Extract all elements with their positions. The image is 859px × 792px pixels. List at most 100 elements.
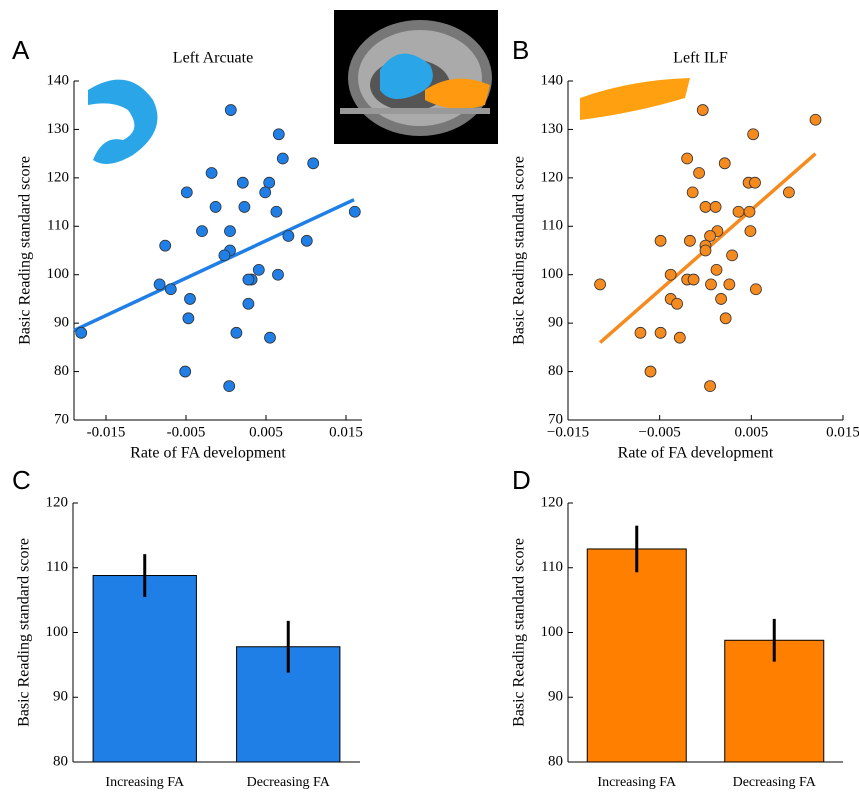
data-point — [700, 245, 711, 256]
x-axis-label: Rate of FA development — [130, 445, 286, 462]
data-point — [710, 201, 721, 212]
y-tick-label: 110 — [541, 218, 563, 234]
y-tick-label: 90 — [53, 689, 68, 705]
y-tick-label: 140 — [47, 72, 70, 88]
x-tick-label: Decreasing FA — [247, 775, 331, 790]
y-tick-label: 130 — [541, 121, 564, 137]
data-point — [160, 240, 171, 251]
y-tick-label: 110 — [541, 559, 563, 575]
y-axis-label: Basic Reading standard score — [16, 538, 33, 727]
data-point — [154, 279, 165, 290]
y-tick-label: 100 — [541, 624, 564, 640]
data-point — [301, 235, 312, 246]
y-tick-label: 80 — [54, 363, 69, 379]
data-point — [716, 293, 727, 304]
chart-title: Left Arcuate — [173, 50, 253, 67]
data-point — [672, 298, 683, 309]
data-point — [277, 153, 288, 164]
data-point — [219, 250, 230, 261]
data-point — [635, 327, 646, 338]
data-point — [687, 187, 698, 198]
data-point — [239, 201, 250, 212]
brain-image — [334, 10, 498, 144]
y-tick-label: 140 — [541, 72, 564, 88]
data-point — [750, 177, 761, 188]
fit-line — [74, 200, 354, 331]
data-point — [665, 269, 676, 280]
data-point — [748, 129, 759, 140]
panel-label: B — [512, 35, 529, 65]
data-point — [224, 381, 235, 392]
y-tick-label: 110 — [46, 559, 68, 575]
data-point — [697, 105, 708, 116]
data-point — [183, 313, 194, 324]
x-axis-label: Rate of FA development — [618, 445, 774, 462]
y-tick-label: 80 — [548, 753, 563, 769]
figure: A Basic Reading standard score 70 80 90 100 11… — [0, 0, 859, 792]
data-point — [237, 177, 248, 188]
data-point — [181, 187, 192, 198]
x-tick-label: −0.005 — [639, 424, 681, 440]
data-point — [273, 129, 284, 140]
data-point — [283, 230, 294, 241]
x-tick-label: Increasing FA — [597, 775, 677, 790]
data-point — [700, 201, 711, 212]
y-tick-label: 70 — [54, 411, 69, 427]
y-axis-label: Basic Reading standard score — [511, 538, 528, 727]
data-point — [243, 274, 254, 285]
y-tick-label: 100 — [47, 266, 70, 282]
panel-label: A — [12, 35, 30, 65]
panel-label: D — [512, 465, 531, 495]
y-tick-label: 120 — [47, 169, 70, 185]
y-tick-label: 120 — [46, 494, 69, 510]
panel-label: C — [12, 465, 31, 495]
data-point — [744, 206, 755, 217]
data-point — [197, 226, 208, 237]
y-tick-label: 80 — [53, 753, 68, 769]
data-point — [706, 279, 717, 290]
y-tick-label: 110 — [47, 218, 69, 234]
y-tick-label: 130 — [47, 121, 70, 137]
tract-icon — [580, 78, 690, 120]
data-point — [253, 264, 264, 275]
x-tick-label: 0.005 — [249, 424, 283, 440]
data-point — [727, 250, 738, 261]
data-point — [655, 327, 666, 338]
y-tick-label: 90 — [54, 315, 69, 331]
y-tick-label: 100 — [541, 266, 564, 282]
data-point — [645, 366, 656, 377]
chart-title: Left ILF — [673, 50, 728, 67]
data-point — [733, 206, 744, 217]
x-tick-label: Decreasing FA — [733, 775, 817, 790]
data-point — [711, 264, 722, 275]
y-tick-label: 90 — [548, 689, 563, 705]
y-axis-label: Basic Reading standard score — [511, 156, 528, 345]
data-point — [655, 235, 666, 246]
data-point — [76, 327, 87, 338]
x-tick-label: -0.005 — [167, 424, 206, 440]
x-tick-label: 0.005 — [734, 424, 768, 440]
y-tick-label: 90 — [548, 315, 563, 331]
data-point — [185, 293, 196, 304]
data-point — [225, 226, 236, 237]
tract-icon — [88, 80, 158, 164]
x-tick-label: -0.015 — [87, 424, 126, 440]
data-point — [684, 235, 695, 246]
data-point — [810, 114, 821, 125]
data-point — [595, 279, 606, 290]
x-tick-label: Increasing FA — [105, 775, 185, 790]
data-point — [705, 381, 716, 392]
bar — [587, 549, 686, 762]
x-tick-label: −0.015 — [547, 424, 589, 440]
data-point — [273, 269, 284, 280]
data-point — [719, 158, 730, 169]
y-tick-label: 100 — [46, 624, 69, 640]
data-point — [225, 105, 236, 116]
bar — [93, 576, 196, 762]
data-point — [674, 332, 685, 343]
data-point — [349, 206, 360, 217]
data-point — [745, 226, 756, 237]
data-point — [688, 274, 699, 285]
data-point — [206, 168, 217, 179]
y-axis-label: Basic Reading standard score — [17, 156, 34, 345]
